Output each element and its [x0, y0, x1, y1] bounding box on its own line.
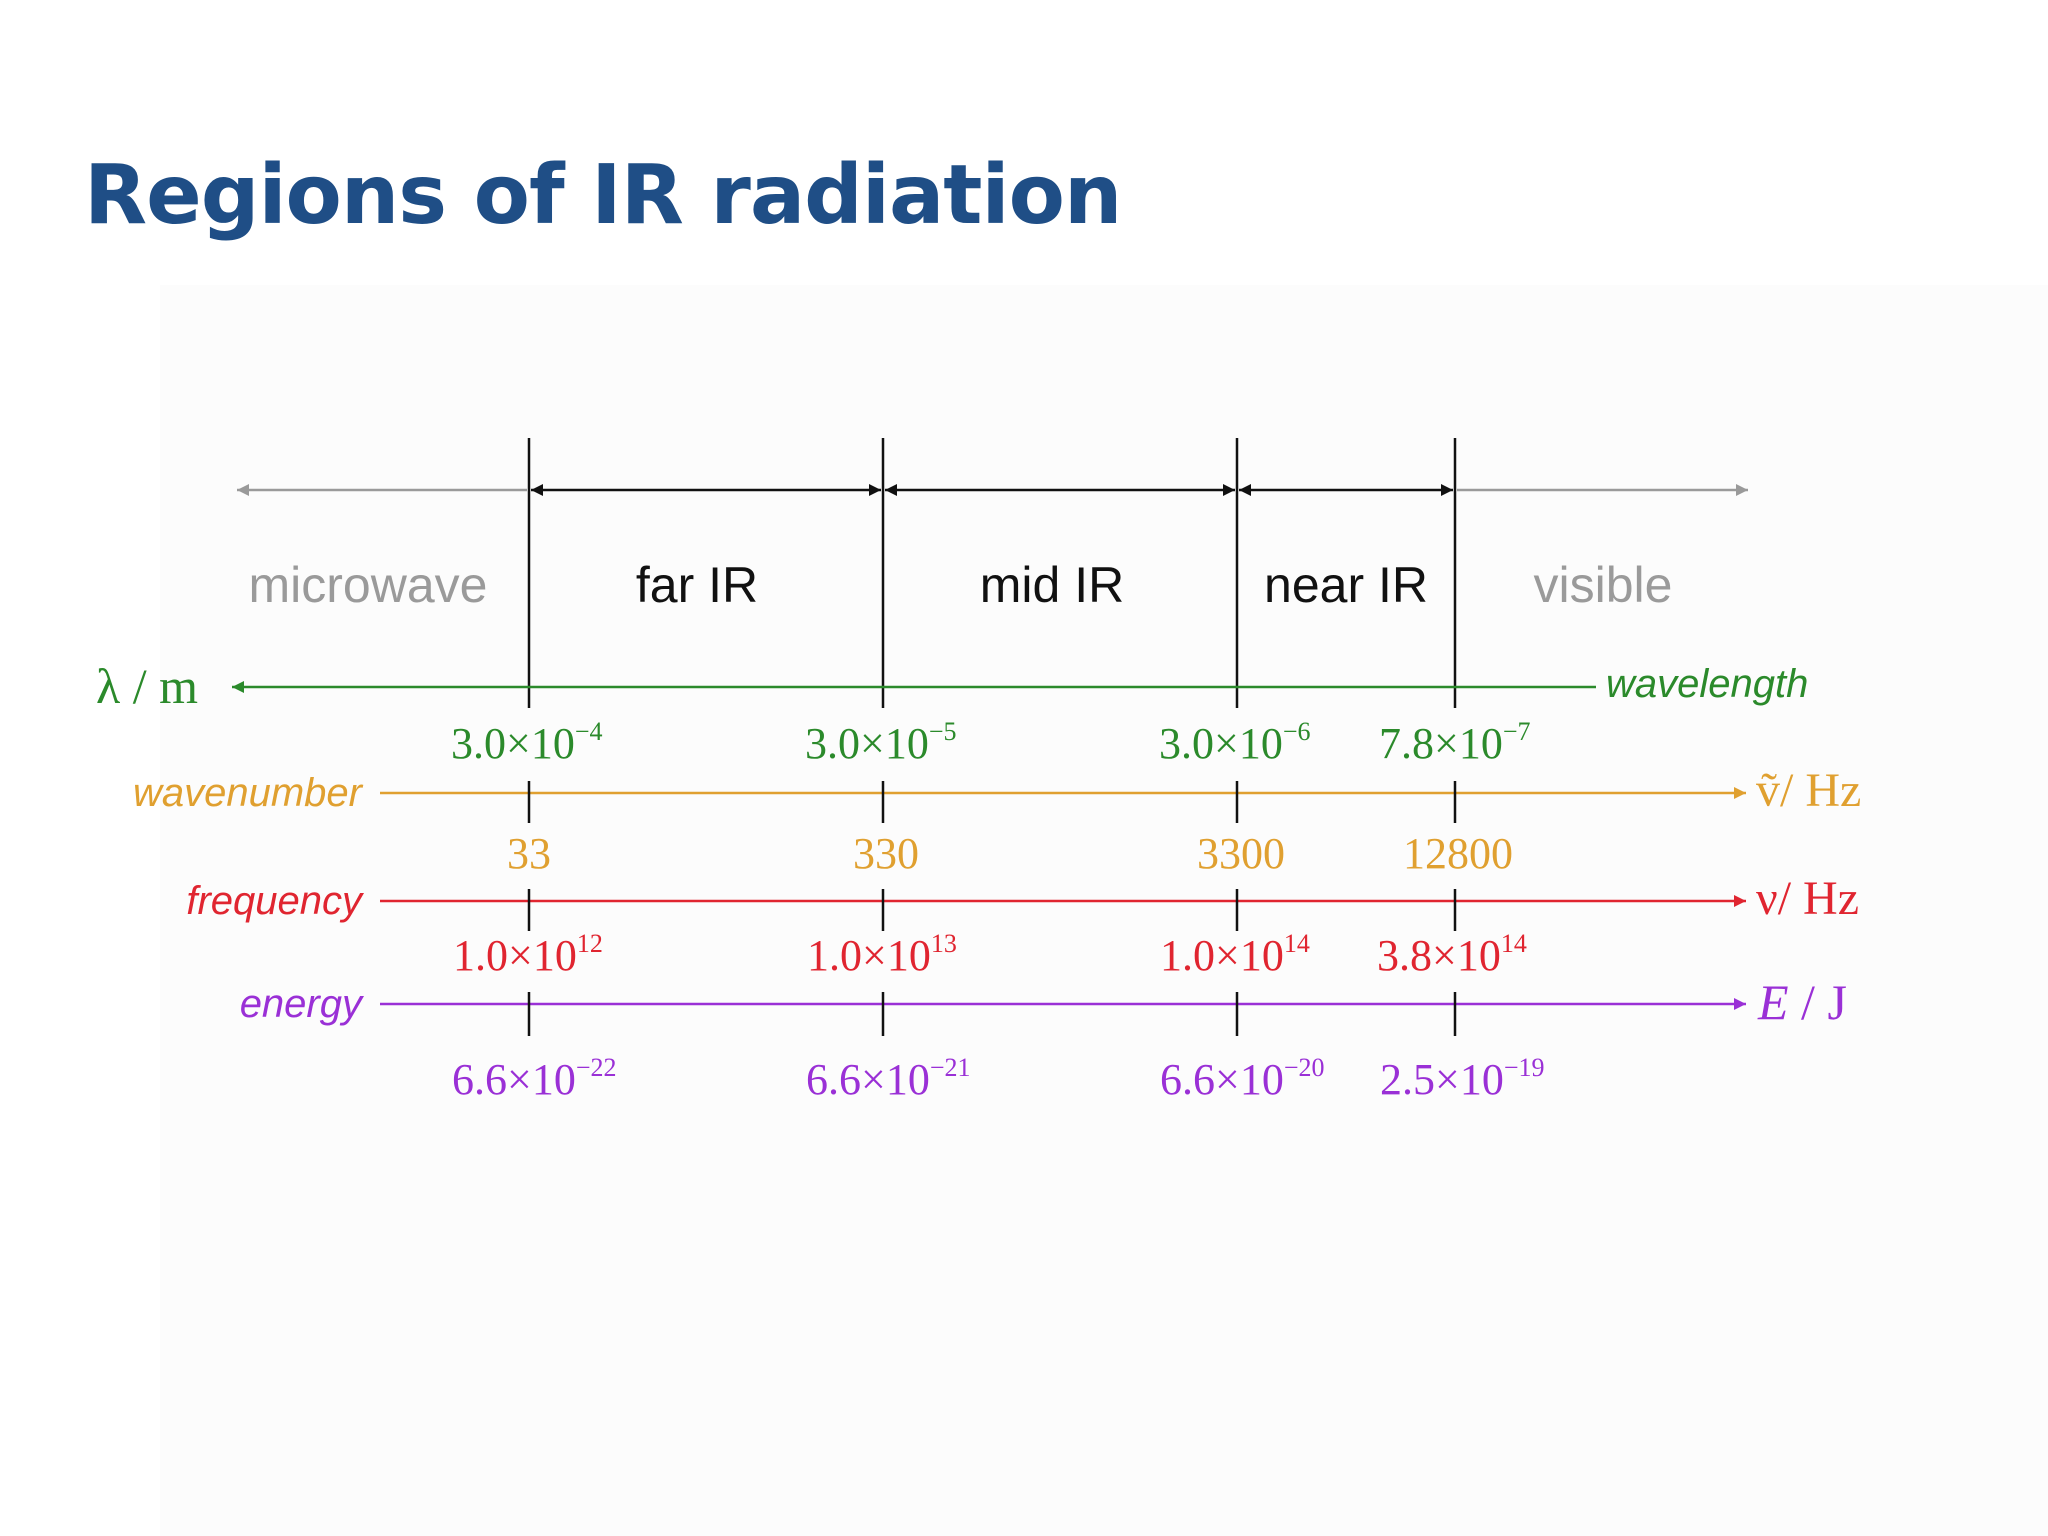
wavenumber-tick-label: 330 [853, 829, 919, 878]
energy-tick-label: 2.5×10−19 [1380, 1053, 1545, 1104]
frequency-tick-label: 1.0×1014 [1160, 929, 1310, 980]
frequency-axis-name: frequency [186, 879, 365, 923]
region-label-far-ir: far IR [636, 557, 758, 613]
region-label-visible: visible [1534, 557, 1673, 613]
wavenumber-tick-label: 12800 [1403, 829, 1513, 878]
wavenumber-tick-label: 33 [507, 829, 551, 878]
wavelength-tick-label: 3.0×10−4 [451, 717, 603, 768]
wavenumber-unit-label: ṽ/ Hz [1756, 764, 1861, 817]
energy-tick-label: 6.6×10−20 [1160, 1053, 1325, 1104]
energy-tick-label: 6.6×10−21 [806, 1053, 971, 1104]
frequency-tick-label: 3.8×1014 [1377, 929, 1527, 980]
frequency-unit-label: ν/ Hz [1756, 872, 1859, 925]
wavenumber-tick-label: 3300 [1197, 829, 1285, 878]
energy-axis-name: energy [240, 982, 365, 1026]
wavelength-tick-label: 7.8×10−7 [1379, 717, 1531, 768]
frequency-tick-label: 1.0×1012 [453, 929, 603, 980]
energy-unit-label: E / J [1757, 974, 1847, 1030]
region-label-near-ir: near IR [1264, 557, 1428, 613]
wavenumber-axis-name: wavenumber [133, 771, 364, 815]
wavelength-axis-name: wavelength [1606, 662, 1808, 706]
page-title: Regions of IR radiation [84, 148, 1122, 243]
wavelength-tick-label: 3.0×10−6 [1159, 717, 1311, 768]
wavelength-tick-label: 3.0×10−5 [805, 717, 957, 768]
wavelength-unit-label: λ / m [96, 658, 198, 714]
frequency-tick-label: 1.0×1013 [807, 929, 957, 980]
region-label-microwave: microwave [249, 557, 488, 613]
energy-tick-label: 6.6×10−22 [452, 1053, 617, 1104]
region-label-mid-ir: mid IR [980, 557, 1124, 613]
